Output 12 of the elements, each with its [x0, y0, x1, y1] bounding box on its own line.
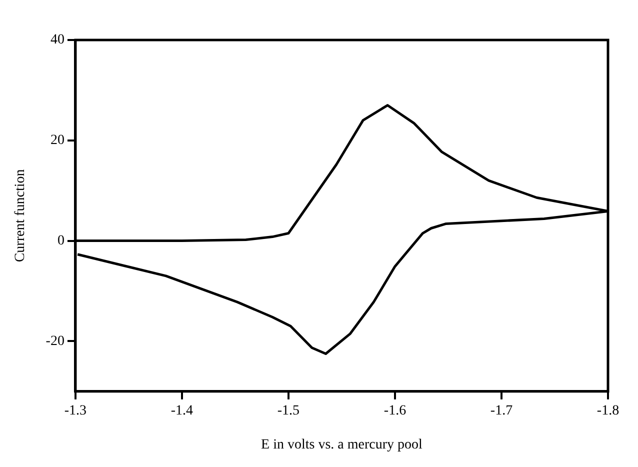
x-tick-label: -1.7: [490, 403, 513, 418]
x-tick-label: -1.3: [64, 403, 87, 418]
y-axis-title: Current function: [13, 169, 28, 262]
x-tick-label: -1.4: [170, 403, 194, 418]
y-tick-label: 20: [50, 133, 64, 148]
x-tick-label: -1.6: [384, 403, 406, 418]
x-axis-title: E in volts vs. a mercury pool: [261, 437, 423, 452]
y-tick-label: 0: [57, 233, 64, 248]
x-tick-label: -1.5: [277, 403, 300, 418]
x-tick-label: -1.8: [596, 403, 620, 418]
y-tick-label: 40: [50, 32, 64, 48]
y-tick-label: -20: [46, 334, 64, 349]
